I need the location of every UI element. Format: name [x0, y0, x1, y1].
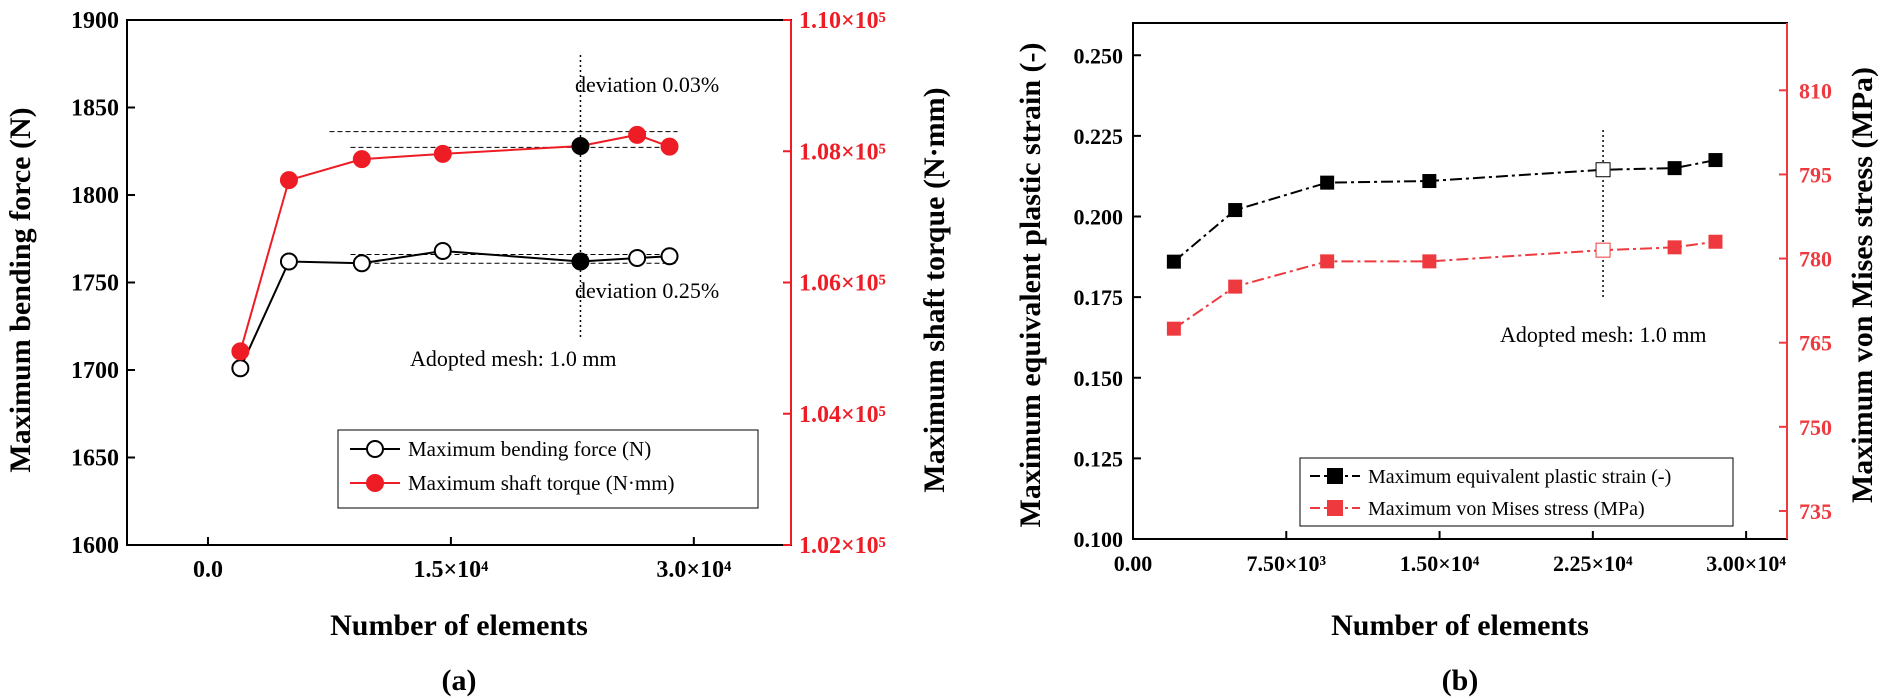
panel-a-bending-point	[628, 249, 647, 267]
panel-b-legend-box	[1299, 457, 1734, 527]
panel-a-axes: 0.0 1.5×10⁴ 3.0×10⁴ 1600 1650 1700 1750 1800 185…	[71, 8, 886, 583]
panel-b-x-tick-label: 1.50×10⁴	[1400, 551, 1480, 576]
panel-a-y-left-tick-label: 1650	[71, 446, 119, 472]
panel-a-y-left-tick-label: 1900	[71, 8, 119, 34]
panel-a-torque-point	[352, 150, 371, 169]
panel-a-label: (a)	[442, 664, 477, 697]
panel-b-x-tick-label: 7.50×10³	[1246, 551, 1326, 576]
panel-b-strain-point	[1166, 254, 1181, 269]
panel-a-y-right-tick-label: 1.08×10⁵	[799, 139, 886, 165]
panel-b-x-tick-label: 0.00	[1114, 551, 1153, 576]
panel-b-y-left-tick-label: 0.175	[1074, 285, 1124, 310]
panel-a-bending-point	[433, 242, 452, 260]
panel-b-y-right-tick-label: 780	[1799, 247, 1832, 272]
panel-a-legend-label-bending: Maximum bending force (N)	[408, 437, 651, 461]
panel-b-y-left-tick-label: 0.125	[1074, 446, 1124, 471]
panel-b-stress-point	[1422, 254, 1437, 269]
panel-a-torque-point	[231, 342, 250, 361]
panel-a-x-tick-label: 1.5×10⁴	[413, 557, 488, 583]
panel-a-torque-point	[433, 144, 452, 163]
panel-b-strain-point	[1708, 153, 1723, 168]
panel-b-series-stress-line	[1173, 240, 1716, 330]
panel-b-strain-point	[1320, 175, 1335, 190]
panel-a-legend-marker-torque	[366, 474, 384, 492]
panel-a-legend-marker-bending	[366, 440, 384, 458]
panel-a-y-left-tick-label: 1600	[71, 533, 119, 559]
panel-a-torque-point	[279, 171, 298, 190]
panel-b-y-right-tick-label: 750	[1799, 415, 1832, 440]
panel-a-x-tick-label: 0.0	[193, 557, 223, 583]
panel-a-chart: 0.0 1.5×10⁴ 3.0×10⁴ 1600 1650 1700 1750 1800 185…	[4, 8, 951, 697]
panel-a-bending-point	[571, 252, 590, 271]
panel-b-stress-point	[1228, 279, 1243, 294]
panel-a-y-right-tick-label: 1.04×10⁵	[799, 402, 886, 428]
panel-a-y-left-tick-label: 1800	[71, 183, 119, 209]
panel-a-legend-label-torque: Maximum shaft torque (N·mm)	[408, 471, 675, 495]
panel-a-bending-point	[660, 247, 679, 266]
panel-a-series-torque-line	[239, 133, 670, 352]
panel-b-axes: 0.00 7.50×10³ 1.50×10⁴ 2.25×10⁴ 3.00×10⁴ 0.10…	[1074, 23, 1832, 576]
panel-a-xlabel: Number of elements	[330, 609, 588, 642]
panel-a-series	[231, 125, 679, 378]
panel-b-y-left-tick-label: 0.150	[1074, 366, 1124, 391]
panel-b-annotation-adopted-mesh: Adopted mesh: 1.0 mm	[1500, 322, 1707, 347]
panel-a-ylabel-left: Maximum bending force (N)	[4, 107, 37, 472]
panel-b-y-right-tick-label: 735	[1799, 499, 1832, 524]
panel-b-y-right-tick-label: 810	[1799, 78, 1832, 103]
panel-b-series-strain-line	[1173, 159, 1716, 263]
panel-b-legend-label-strain: Maximum equivalent plastic strain (-)	[1368, 466, 1671, 488]
panel-b-xlabel: Number of elements	[1331, 609, 1589, 642]
panel-a-bending-point	[352, 254, 371, 273]
panel-b-x-tick-label: 3.00×10⁴	[1706, 551, 1786, 576]
panel-b-x-tick-label: 2.25×10⁴	[1553, 551, 1633, 576]
panel-a-y-right-tick-label: 1.02×10⁵	[799, 533, 886, 559]
panel-b-stress-point	[1166, 321, 1181, 336]
panel-b-y-left-tick-label: 0.250	[1074, 43, 1124, 68]
panel-b-legend: Maximum equivalent plastic strain (-) Ma…	[1299, 457, 1734, 527]
panel-a-ylabel-right: Maximum shaft torque (N·mm)	[918, 87, 951, 492]
panel-a-legend-box	[337, 429, 759, 509]
panel-a-y-left-tick-label: 1700	[71, 358, 119, 384]
panel-a-annotation-deviation-bottom: deviation 0.25%	[575, 278, 719, 303]
panel-b-legend-marker-stress	[1327, 500, 1343, 516]
panel-b-y-left-tick-label: 0.200	[1074, 205, 1124, 230]
panel-a-y-left-tick-label: 1850	[71, 96, 119, 122]
panel-a-y-right-tick-label: 1.10×10⁵	[799, 8, 886, 34]
panel-b-ylabel-right: Maximum von Mises stress (MPa)	[1846, 67, 1879, 503]
panel-b-chart: 0.00 7.50×10³ 1.50×10⁴ 2.25×10⁴ 3.00×10⁴ 0.10…	[1014, 22, 1879, 697]
panel-b-y-left-tick-label: 0.225	[1074, 124, 1124, 149]
panel-a-y-left-tick-label: 1750	[71, 271, 119, 297]
panel-a-bending-point	[279, 252, 298, 271]
panel-b-legend-label-stress: Maximum von Mises stress (MPa)	[1368, 498, 1645, 520]
panel-b-y-left-tick-label: 0.100	[1074, 527, 1124, 552]
panel-b-strain-point	[1228, 203, 1243, 218]
panel-b-strain-point	[1422, 174, 1437, 189]
panel-b-stress-point	[1595, 242, 1611, 258]
panel-b-legend-marker-strain	[1327, 468, 1343, 484]
panel-a-annotation-adopted-mesh: Adopted mesh: 1.0 mm	[410, 346, 617, 371]
panel-a-torque-point	[660, 137, 679, 156]
panel-a-y-right-tick-label: 1.06×10⁵	[799, 271, 886, 297]
panel-b-stress-point	[1708, 234, 1723, 249]
panel-b-ylabel-left: Maximum equivalent plastic strain (-)	[1014, 43, 1047, 528]
panel-a-reference-lines	[329, 55, 678, 337]
panel-a-torque-point	[628, 125, 647, 144]
panel-a-legend: Maximum bending force (N) Maximum shaft …	[337, 429, 759, 509]
panel-a-annotation-deviation-top: deviation 0.03%	[575, 72, 719, 97]
panel-a-bending-point	[231, 359, 250, 378]
panel-b-strain-point	[1667, 161, 1682, 176]
panel-a-x-tick-label: 3.0×10⁴	[656, 557, 731, 583]
panel-b-stress-point	[1667, 240, 1682, 255]
panel-b-y-right-tick-label: 795	[1799, 162, 1832, 187]
panel-b-strain-point	[1595, 162, 1611, 178]
panel-b-series	[1166, 153, 1723, 336]
panel-b-stress-point	[1320, 254, 1335, 269]
panel-b-y-right-tick-label: 765	[1799, 331, 1832, 356]
panel-a-torque-point	[571, 137, 590, 155]
panel-b-label: (b)	[1442, 664, 1479, 697]
